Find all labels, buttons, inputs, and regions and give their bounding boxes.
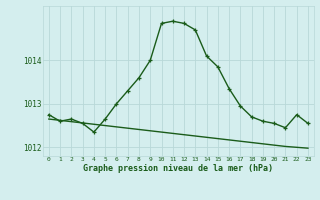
X-axis label: Graphe pression niveau de la mer (hPa): Graphe pression niveau de la mer (hPa) — [84, 164, 273, 173]
